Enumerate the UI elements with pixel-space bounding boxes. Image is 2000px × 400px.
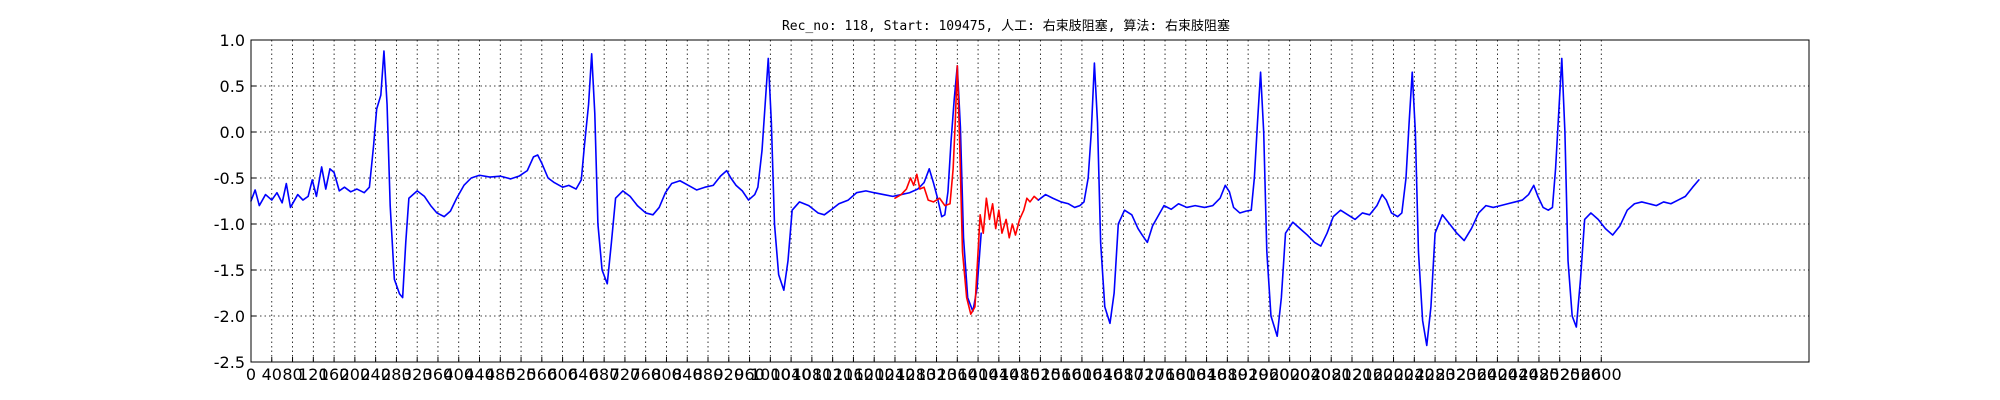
ecg-series-line — [1037, 57, 1700, 347]
x-tick-label: 1640 — [1082, 365, 1123, 384]
x-tick-label: 0 — [246, 365, 256, 384]
ecg-series-line — [250, 50, 982, 313]
x-tick-label: 2240 — [1394, 365, 1435, 384]
x-tick-label: 1720 — [1124, 365, 1165, 384]
x-tick-label: 920 — [714, 365, 745, 384]
x-tick-label: 800 — [651, 365, 682, 384]
x-tick-label: 2400 — [1477, 365, 1518, 384]
x-tick-label: 1240 — [875, 365, 916, 384]
x-tick-label: 600 — [547, 365, 578, 384]
x-tick-label: 240 — [360, 365, 391, 384]
x-tick-label: 1960 — [1249, 365, 1290, 384]
x-tick-label: 2000 — [1269, 365, 1310, 384]
plot-frame — [250, 39, 1810, 363]
x-tick-label: 1320 — [916, 365, 957, 384]
x-tick-label: 2440 — [1498, 365, 1539, 384]
x-tick-label: 2600 — [1581, 365, 1622, 384]
x-tick-label: 520 — [506, 365, 537, 384]
x-tick-label: 1680 — [1103, 365, 1144, 384]
x-tick-label: 1120 — [812, 365, 853, 384]
x-tick-label: 280 — [381, 365, 412, 384]
x-tick-label: 1560 — [1041, 365, 1082, 384]
x-tick-label: 2280 — [1415, 365, 1456, 384]
x-tick-label: 1400 — [958, 365, 999, 384]
x-tick-label: 1280 — [895, 365, 936, 384]
x-tick-label: 1800 — [1165, 365, 1206, 384]
highlighted-segment-line — [894, 64, 1040, 315]
x-tick-label: 560 — [527, 365, 558, 384]
y-tick-label: 0.0 — [220, 123, 245, 142]
x-tick-label: 80 — [282, 365, 302, 384]
y-tick-label: 0.5 — [220, 77, 245, 96]
x-tick-label: 1520 — [1020, 365, 1061, 384]
x-tick-label: 2520 — [1539, 365, 1580, 384]
x-tick-label: 1000 — [750, 365, 791, 384]
x-tick-label: 320 — [402, 365, 433, 384]
x-tick-label: 960 — [734, 365, 765, 384]
x-tick-label: 400 — [443, 365, 474, 384]
x-tick-label: 1600 — [1062, 365, 1103, 384]
x-tick-label: 2560 — [1560, 365, 1601, 384]
y-tick-label: -2.5 — [214, 353, 245, 372]
series-layer — [250, 50, 1700, 347]
x-tick-label: 1480 — [999, 365, 1040, 384]
x-tick-label: 2480 — [1519, 365, 1560, 384]
x-tick-label: 2160 — [1352, 365, 1393, 384]
x-tick-label: 840 — [672, 365, 703, 384]
x-tick-label: 760 — [630, 365, 661, 384]
x-tick-label: 1920 — [1228, 365, 1269, 384]
y-tick-label: 1.0 — [220, 31, 245, 50]
y-tick-label: -0.5 — [214, 169, 245, 188]
y-tick-label: -1.5 — [214, 261, 245, 280]
x-tick-label: 40 — [262, 365, 282, 384]
x-tick-label: 480 — [485, 365, 516, 384]
x-tick-label: 440 — [464, 365, 495, 384]
x-tick-label: 360 — [423, 365, 454, 384]
x-tick-label: 1080 — [792, 365, 833, 384]
x-tick-label: 2040 — [1290, 365, 1331, 384]
x-tick-label: 1040 — [771, 365, 812, 384]
chart-title: Rec_no: 118, Start: 109475, 人工: 右束肢阻塞, 算… — [782, 18, 1230, 34]
x-tick-label: 880 — [693, 365, 724, 384]
x-tick-label: 640 — [568, 365, 599, 384]
x-tick-label: 1880 — [1207, 365, 1248, 384]
x-tick-label: 720 — [610, 365, 641, 384]
x-tick-label: 160 — [319, 365, 350, 384]
x-tick-label: 1840 — [1186, 365, 1227, 384]
x-tick-label: 200 — [340, 365, 371, 384]
x-tick-label: 120 — [298, 365, 329, 384]
y-tick-label: -2.0 — [214, 307, 245, 326]
y-tick-label: -1.0 — [214, 215, 245, 234]
x-tick-label: 1760 — [1145, 365, 1186, 384]
x-tick-label: 2320 — [1435, 365, 1476, 384]
x-tick-label: 2080 — [1311, 365, 1352, 384]
x-tick-label: 2200 — [1373, 365, 1414, 384]
x-tick-label: 1160 — [833, 365, 874, 384]
x-axis: 0 40 8012016020024028032036040044048052056… — [246, 357, 1622, 384]
x-tick-label: 2360 — [1456, 365, 1497, 384]
x-tick-label: 2120 — [1332, 365, 1373, 384]
x-tick-label: 1200 — [854, 365, 895, 384]
x-tick-label: 1360 — [937, 365, 978, 384]
x-tick-label: 1440 — [978, 365, 1019, 384]
y-axis: 1.0 0.5 0.0 -0.5 -1.0 -1.5 -2.0 -2.5 — [214, 31, 256, 372]
x-tick-label: 680 — [589, 365, 620, 384]
